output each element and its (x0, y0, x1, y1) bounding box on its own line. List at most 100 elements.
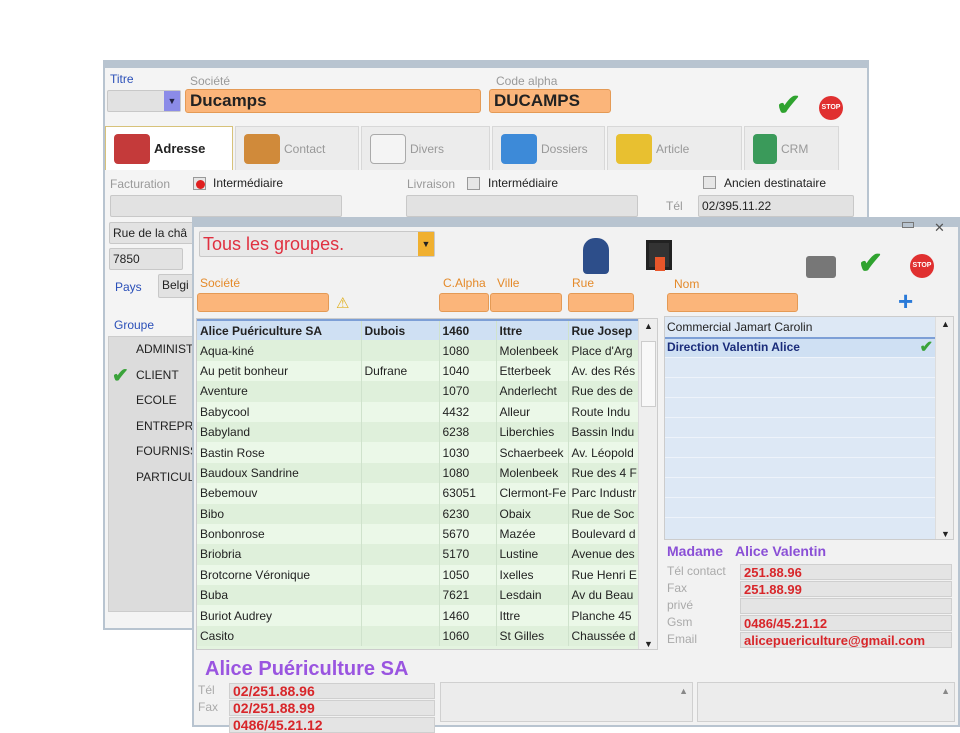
groupe-item[interactable]: PARTICUL (136, 469, 194, 484)
table-cell (361, 625, 440, 647)
company-field-value[interactable]: 02/251.88.99 (229, 700, 435, 716)
table-row[interactable]: Alice Puériculture SA Dubois 1460 Ittre Rue … (197, 319, 639, 341)
table-row[interactable]: Aqua-kiné 1080 Molenbeek Place d'Arg (197, 340, 639, 361)
table-row[interactable]: Babycool 4432 Alleur Route Indu (197, 401, 639, 422)
tab-divers[interactable]: Divers (361, 126, 490, 170)
people-icon (244, 133, 280, 164)
table-cell: Rue des de (568, 381, 639, 402)
save-disk-icon[interactable] (646, 240, 672, 271)
table-row[interactable]: Au petit bonheur Dufrane 1040 Etterbeek Av. … (197, 360, 639, 382)
rue-field[interactable]: Rue de la châ (109, 222, 199, 244)
rue-filter-input[interactable] (568, 293, 634, 312)
table-row[interactable]: Casito 1060 St Gilles Chaussée d (197, 625, 639, 647)
societe-input[interactable]: Ducamps (185, 89, 481, 113)
contact-empty-row (665, 497, 935, 517)
table-row[interactable]: Bonbonrose 5670 Mazée Boulevard d (197, 523, 639, 545)
close-icon[interactable]: ✕ (934, 220, 945, 235)
table-cell (361, 544, 440, 565)
group-select[interactable]: Tous les groupes. ▼ (199, 231, 435, 257)
tab-article[interactable]: Article (607, 126, 742, 170)
titre-select[interactable]: ▼ (107, 90, 181, 112)
table-cell: 5670 (439, 523, 497, 545)
tel-field[interactable]: 02/395.11.22 (698, 195, 854, 217)
contact-field-value[interactable]: alicepuericulture@gmail.com (740, 632, 952, 648)
notes-panel-left[interactable]: ▲ (440, 682, 693, 722)
contact-field-value[interactable] (740, 598, 952, 614)
societe-label: Société (190, 74, 231, 88)
validate-check-icon[interactable]: ✔ (776, 89, 802, 122)
notes-panel-right[interactable]: ▲ (697, 682, 955, 722)
stop-icon[interactable]: STOP (910, 254, 934, 278)
code-alpha-input[interactable]: DUCAMPS (489, 89, 611, 113)
contact-empty-row (665, 397, 935, 417)
groupe-item[interactable]: ADMINIST (136, 342, 194, 356)
table-cell: Obaix (496, 503, 569, 524)
table-cell: Bonbonrose (197, 523, 362, 545)
validate-check-icon[interactable]: ✔ (858, 247, 884, 280)
livraison-field[interactable] (406, 195, 638, 217)
tab-crm[interactable]: CRM (744, 126, 839, 170)
table-cell: Rue des 4 F (568, 462, 639, 484)
table-cell (361, 605, 440, 626)
contact-name: Alice Valentin (735, 543, 827, 559)
table-row[interactable]: Babyland 6238 Liberchies Bassin Indu (197, 421, 639, 443)
societe-filter-input[interactable] (197, 293, 329, 312)
code-alpha-label: Code alpha (496, 74, 558, 88)
contact-person-icon[interactable] (583, 238, 609, 274)
contact-scrollbar[interactable]: ▲ ▼ (935, 317, 953, 539)
groupe-item[interactable]: FOURNISS (136, 444, 194, 458)
ville-filter-input[interactable] (490, 293, 562, 312)
company-field-label: Fax (198, 700, 219, 714)
table-cell: Bibo (197, 503, 362, 524)
table-row[interactable]: Buba 7621 Lesdain Av du Beau (197, 585, 639, 606)
grid-scrollbar[interactable]: ▲ ▼ (638, 319, 657, 649)
contact-field-label: Gsm (667, 615, 693, 629)
table-cell: 7621 (439, 585, 497, 606)
company-field-value[interactable]: 02/251.88.96 (229, 683, 435, 699)
pays-select[interactable]: Belgi (158, 274, 198, 298)
groupe-item[interactable]: ENTREPR (136, 418, 194, 433)
nom-filter-input[interactable] (667, 293, 798, 312)
groupe-item[interactable]: CLIENT (136, 367, 179, 382)
contact-field-value[interactable]: 0486/45.21.12 (740, 615, 952, 631)
contact-list: Commercial Jamart Carolin Direction Valen… (664, 316, 954, 540)
groupe-item[interactable]: ECOLE (136, 393, 177, 407)
tab-adresse[interactable]: Adresse (105, 126, 233, 170)
table-row[interactable]: Baudoux Sandrine 1080 Molenbeek Rue des 4 F (197, 462, 639, 484)
table-row[interactable]: Briobria 5170 Lustine Avenue des (197, 544, 639, 565)
facturation-intermediaire-checkbox[interactable] (193, 177, 206, 190)
table-row[interactable]: Aventure 1070 Anderlecht Rue des de (197, 381, 639, 402)
table-row[interactable]: Buriot Audrey 1460 Ittre Planche 45 (197, 605, 639, 626)
add-plus-icon[interactable]: + (898, 286, 914, 316)
table-row[interactable]: Bibo 6230 Obaix Rue de Soc (197, 503, 639, 524)
table-cell: 1080 (439, 462, 497, 484)
check-icon: ✔ (919, 339, 933, 356)
table-cell: Alleur (496, 401, 569, 422)
company-field-value[interactable]: 0486/45.21.12 (229, 717, 435, 733)
table-cell: Brotcorne Véronique (197, 564, 362, 586)
table-cell: Av. Léopold (568, 442, 639, 463)
table-row[interactable]: Bebemouv 63051 Clermont-Fe Parc Industr (197, 483, 639, 504)
tab-dossiers[interactable]: Dossiers (492, 126, 605, 170)
contact-item[interactable]: Commercial Jamart Carolin (667, 320, 813, 334)
contact-item[interactable]: Direction Valentin Alice ✔ (665, 337, 935, 357)
calpha-filter-input[interactable] (439, 293, 489, 312)
table-cell: Buriot Audrey (197, 605, 362, 626)
table-cell: Parc Industr (568, 483, 639, 504)
table-row[interactable]: Bastin Rose 1030 Schaerbeek Av. Léopold (197, 442, 639, 463)
contact-field-value[interactable]: 251.88.99 (740, 581, 952, 597)
ancien-destinataire-checkbox[interactable] (703, 176, 716, 189)
table-cell: Etterbeek (496, 360, 569, 382)
minimize-button[interactable] (902, 222, 914, 228)
livraison-intermediaire-checkbox[interactable] (467, 177, 480, 190)
cp-field[interactable]: 7850 (109, 248, 183, 270)
table-cell: Molenbeek (496, 340, 569, 361)
table-row[interactable]: Brotcorne Véronique 1050 Ixelles Rue Henri … (197, 564, 639, 586)
facturation-field[interactable] (110, 195, 342, 217)
stop-icon[interactable]: STOP (819, 96, 843, 120)
printer-icon[interactable] (806, 256, 836, 278)
titre-label: Titre (110, 72, 134, 86)
tab-contact[interactable]: Contact (235, 126, 359, 170)
table-cell (361, 442, 440, 463)
contact-field-value[interactable]: 251.88.96 (740, 564, 952, 580)
